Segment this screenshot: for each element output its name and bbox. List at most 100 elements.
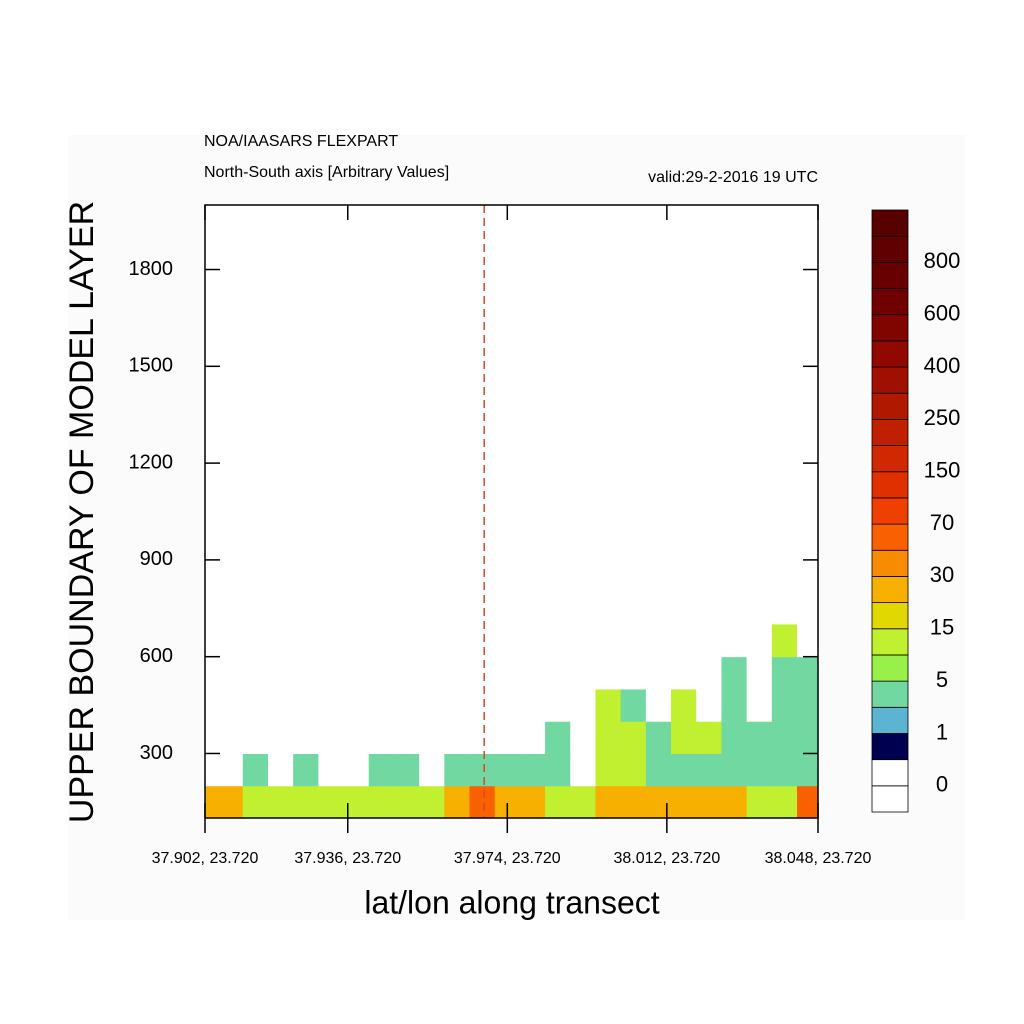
- contour-cell: [242, 753, 269, 787]
- contour-cell: [746, 624, 773, 658]
- contour-cell: [671, 656, 697, 690]
- contour-cell: [721, 656, 748, 690]
- contour-cell: [570, 624, 596, 658]
- contour-cell: [721, 721, 748, 754]
- colorbar-label: 150: [924, 458, 961, 483]
- contour-cell: [696, 624, 722, 658]
- contour-cell: [545, 721, 571, 754]
- contour-cell: [595, 688, 622, 722]
- contour-cell: [519, 753, 546, 787]
- contour-cell: [293, 721, 319, 754]
- colorbar-box: [871, 785, 909, 813]
- contour-cell: [267, 753, 294, 787]
- contour-cell: [293, 688, 319, 722]
- contour-cell: [595, 785, 622, 818]
- contour-cell: [645, 753, 672, 787]
- chart-subtitle: North-South axis [Arbitrary Values]: [204, 164, 449, 181]
- contour-cell: [746, 785, 773, 818]
- colorbar-box: [871, 366, 909, 394]
- contour-cell: [469, 721, 496, 754]
- colorbar-label: 70: [930, 510, 954, 535]
- colorbar-box: [871, 628, 909, 656]
- contour-cell: [620, 721, 647, 754]
- contour-cell: [205, 721, 219, 754]
- colorbar-label: 0: [936, 772, 948, 797]
- contour-cell: [519, 624, 546, 658]
- colorbar-box: [871, 680, 909, 708]
- contour-field: [205, 624, 818, 818]
- contour-cell: [205, 753, 219, 787]
- contour-cell: [696, 688, 722, 722]
- contour-cell: [393, 656, 420, 690]
- contour-cell: [494, 721, 521, 754]
- colorbar-box: [871, 497, 909, 525]
- x-tick-label: 38.012, 23.720: [613, 850, 720, 867]
- contour-cell: [671, 624, 697, 658]
- contour-cell: [671, 721, 697, 754]
- contour-cell: [721, 785, 748, 818]
- contour-cell: [205, 785, 219, 818]
- contour-cell: [645, 656, 672, 690]
- contour-cell: [242, 624, 269, 658]
- contour-cell: [217, 656, 244, 690]
- contour-cell: [545, 753, 571, 787]
- contour-cell: [645, 721, 672, 754]
- contour-cell: [267, 624, 294, 658]
- colorbar-label: 1: [936, 719, 948, 744]
- contour-cell: [318, 753, 345, 787]
- contour-cell: [217, 753, 244, 787]
- contour-cell: [545, 785, 571, 818]
- colorbar-box: [871, 576, 909, 604]
- contour-cell: [343, 688, 370, 722]
- x-tick-label: 37.974, 23.720: [454, 850, 561, 867]
- contour-cell: [797, 753, 818, 787]
- contour-cell: [293, 753, 319, 787]
- contour-cell: [444, 688, 471, 722]
- colorbar-box: [871, 209, 909, 237]
- colorbar-box: [871, 261, 909, 289]
- contour-cell: [746, 688, 773, 722]
- contour-cell: [721, 624, 748, 658]
- contour-cell: [645, 624, 672, 658]
- contour-cell: [419, 785, 445, 818]
- contour-cell: [570, 785, 596, 818]
- contour-cell: [696, 753, 722, 787]
- contour-cell: [545, 624, 571, 658]
- contour-cell: [746, 656, 773, 690]
- contour-cell: [620, 624, 647, 658]
- contour-cell: [519, 785, 546, 818]
- contour-cell: [469, 688, 496, 722]
- contour-cell: [494, 624, 521, 658]
- contour-cell: [595, 721, 622, 754]
- contour-cell: [293, 624, 319, 658]
- contour-cell: [217, 785, 244, 818]
- contour-cell: [797, 721, 818, 754]
- contour-cell: [205, 688, 219, 722]
- contour-cell: [444, 721, 471, 754]
- contour-cell: [595, 656, 622, 690]
- contour-cell: [419, 656, 445, 690]
- contour-cell: [797, 785, 818, 818]
- contour-cell: [318, 624, 345, 658]
- colorbar-box: [871, 235, 909, 263]
- colorbar-label: 800: [924, 248, 961, 273]
- contour-cell: [242, 721, 269, 754]
- contour-cell: [570, 753, 596, 787]
- contour-cell: [645, 688, 672, 722]
- contour-cell: [570, 721, 596, 754]
- contour-cell: [444, 624, 471, 658]
- contour-cell: [393, 688, 420, 722]
- contour-cell: [771, 656, 798, 690]
- contour-cell: [368, 656, 395, 690]
- contour-cell: [393, 624, 420, 658]
- contour-cell: [469, 785, 496, 818]
- contour-cell: [293, 785, 319, 818]
- y-tick-label: 300: [140, 742, 173, 764]
- contour-cell: [620, 688, 647, 722]
- colorbar-box: [871, 523, 909, 551]
- contour-cell: [519, 688, 546, 722]
- colorbar-box: [871, 340, 909, 368]
- colorbar-box: [871, 759, 909, 787]
- contour-cell: [267, 721, 294, 754]
